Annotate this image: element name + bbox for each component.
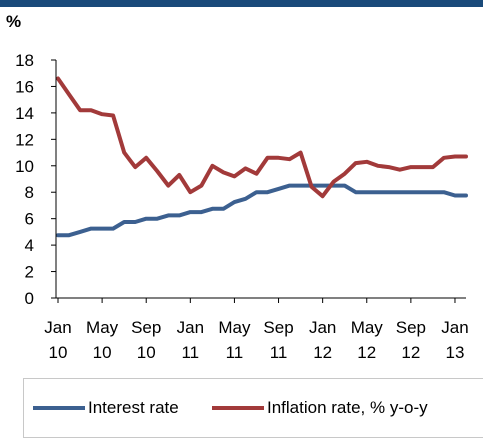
x-tick-label-month: Jan — [44, 318, 71, 337]
x-tick-label-month: Jan — [441, 318, 468, 337]
legend-label-interest-rate: Interest rate — [88, 398, 179, 417]
x-tick-label-year: 10 — [137, 343, 156, 362]
x-tick-label-month: Sep — [263, 318, 293, 337]
x-tick-label-month: May — [351, 318, 384, 337]
legend-item-interest-rate: Interest rate — [33, 398, 179, 418]
x-tick-label-month: May — [86, 318, 119, 337]
x-tick-label-year: 10 — [93, 343, 112, 362]
x-tick-label-month: Sep — [131, 318, 161, 337]
legend-item-inflation-rate: Inflation rate, % y-o-y — [212, 398, 428, 418]
x-tick-label-month: Jan — [177, 318, 204, 337]
x-tick-label-year: 11 — [270, 343, 288, 362]
x-tick-label-year: 11 — [226, 343, 244, 362]
axes — [55, 60, 466, 299]
x-tick-label-year: 12 — [401, 343, 420, 362]
y-tick-label: 8 — [25, 183, 34, 202]
x-tick-label-year: 10 — [49, 343, 68, 362]
x-tick-label-year: 11 — [181, 343, 199, 362]
y-tick-label: 10 — [15, 157, 34, 176]
x-tick-label-year: 13 — [446, 343, 465, 362]
x-tick-label-year: 12 — [313, 343, 332, 362]
x-axis-ticks: Jan 10 May 10 Sep 10 Jan 11 May 11 Sep 11 Jan 12 May 12… — [44, 298, 469, 362]
x-tick-label-month: May — [218, 318, 251, 337]
x-tick-label-month: Jan — [309, 318, 336, 337]
y-tick-label: 0 — [25, 289, 34, 308]
y-axis-ticks: 0 2 4 6 8 10 12 14 16 18 — [15, 51, 56, 308]
series-line-inflation-rate-y-o-y — [56, 76, 468, 199]
legend: Interest rate Inflation rate, % y-o-y — [23, 378, 483, 438]
legend-swatch-interest-rate — [33, 406, 85, 410]
line-chart: % 0 2 4 6 8 10 12 14 16 18 Jan 10 May 10 Sep 10 Jan 11 Ma… — [6, 12, 469, 362]
x-tick-label-month: Sep — [396, 318, 426, 337]
legend-label-inflation-rate: Inflation rate, % y-o-y — [267, 398, 428, 417]
series-lines — [56, 76, 468, 238]
y-tick-label: 16 — [15, 77, 34, 96]
y-tick-label: 14 — [15, 104, 34, 123]
x-tick-label-year: 12 — [357, 343, 376, 362]
y-tick-label: 2 — [25, 263, 34, 282]
y-tick-label: 4 — [25, 236, 34, 255]
y-tick-label: 6 — [25, 210, 34, 229]
y-axis-unit-label: % — [6, 12, 21, 31]
series-line-interest-rate — [56, 183, 468, 238]
y-tick-label: 18 — [15, 51, 34, 70]
top-accent-bar — [0, 0, 483, 7]
legend-swatch-inflation-rate — [212, 406, 264, 410]
y-tick-label: 12 — [15, 130, 34, 149]
